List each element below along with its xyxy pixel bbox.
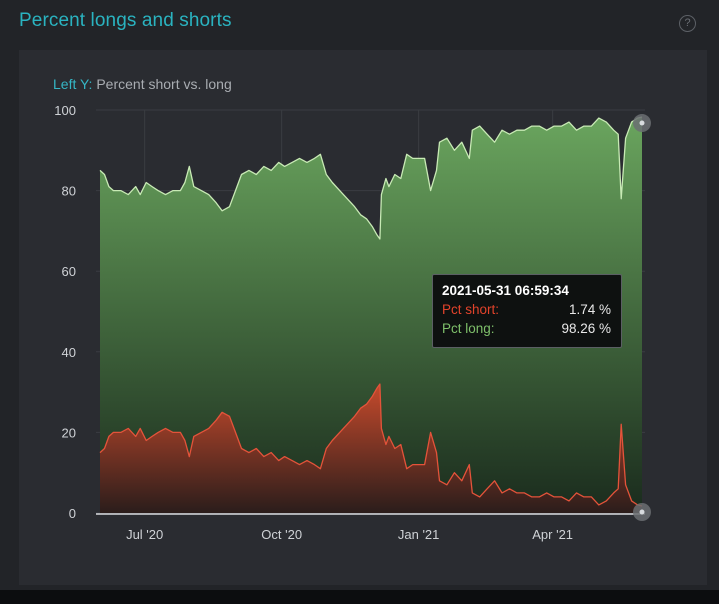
y-tick-label: 100 [54, 103, 76, 118]
tooltip-long-label: Pct long: [442, 321, 495, 336]
y-axis-label-text: Percent short vs. long [96, 76, 232, 92]
y-tick-label: 80 [62, 184, 76, 199]
short-hover-dot [639, 509, 645, 515]
y-axis-label: Left Y: Percent short vs. long [53, 76, 232, 92]
y-tick-label: 20 [62, 425, 76, 440]
help-icon[interactable]: ? [679, 15, 696, 32]
tooltip-short-label: Pct short: [442, 302, 500, 317]
panel-title: Percent longs and shorts [19, 10, 232, 31]
y-axis-label-prefix: Left Y: [53, 76, 93, 92]
tooltip-timestamp: 2021-05-31 06:59:34 [442, 283, 569, 298]
tooltip-row-long: Pct long: 98.26 % [442, 319, 611, 338]
long-hover-dot [639, 120, 645, 126]
x-tick-label: Jul '20 [126, 527, 163, 542]
y-tick-label: 40 [62, 345, 76, 360]
pct-short-series-area [100, 384, 642, 513]
tooltip-short-value: 1.74 % [568, 302, 611, 317]
y-tick-label: 60 [62, 264, 76, 279]
x-tick-label: Jan '21 [398, 527, 440, 542]
pct-long-series-area [100, 117, 642, 513]
tooltip-row-short: Pct short: 1.74 % [442, 300, 611, 319]
y-tick-label: 0 [69, 506, 76, 521]
x-tick-label: Apr '21 [532, 527, 573, 542]
pct-long-series-line [99, 116, 643, 240]
pct-short-series-line [99, 383, 643, 507]
tooltip-long-value: 98.26 % [561, 321, 611, 336]
chart-tooltip: 2021-05-31 06:59:34 Pct short: 1.74 % Pc… [432, 274, 622, 348]
x-tick-label: Oct '20 [261, 527, 302, 542]
bottom-strip [0, 590, 719, 604]
